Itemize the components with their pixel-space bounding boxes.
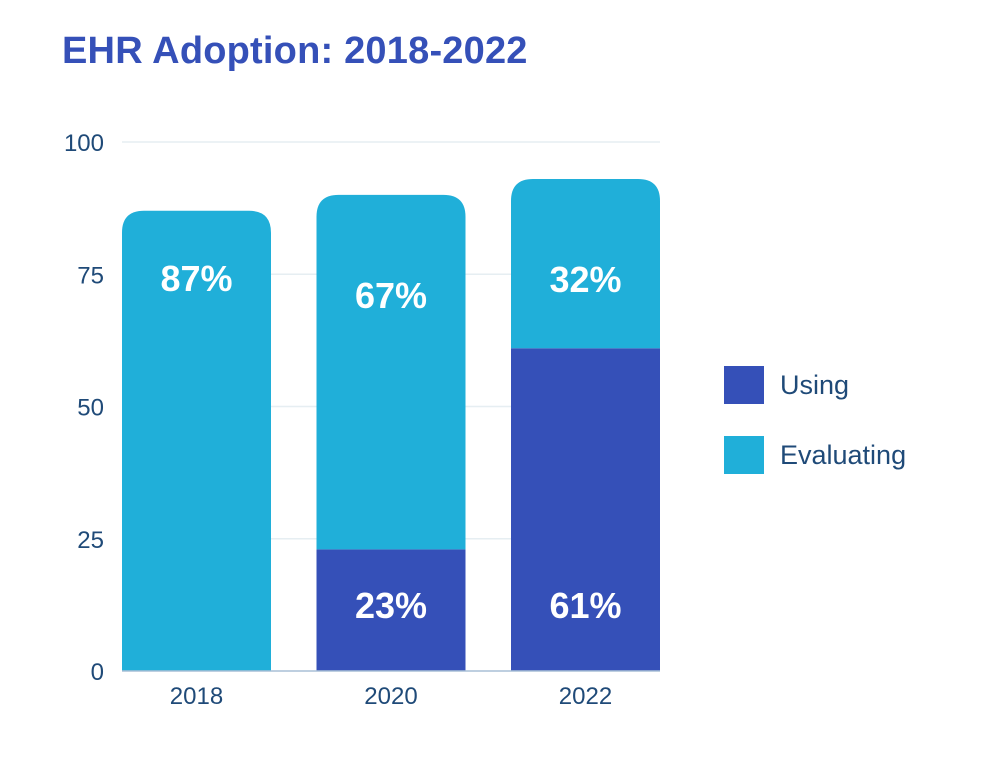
legend: Using Evaluating	[724, 366, 906, 506]
y-tick-label: 25	[77, 527, 104, 554]
legend-swatch-evaluating	[724, 436, 764, 474]
y-axis-ticks: 0 25 50 75 100	[64, 130, 104, 686]
y-tick-label: 50	[77, 395, 104, 422]
bar-evaluating-2020	[316, 194, 466, 550]
legend-item-evaluating: Evaluating	[724, 436, 906, 474]
chart-title: EHR Adoption: 2018-2022	[62, 30, 528, 72]
legend-swatch-using	[724, 366, 764, 404]
bar-using-2020	[316, 549, 466, 671]
value-labels: 87% 23% 67% 61% 32%	[160, 258, 621, 626]
x-tick-label: 2022	[559, 683, 612, 710]
y-tick-label: 100	[64, 130, 104, 157]
value-label: 87%	[160, 258, 232, 299]
bars	[122, 179, 660, 671]
legend-item-using: Using	[724, 366, 906, 404]
x-tick-label: 2020	[364, 683, 417, 710]
y-tick-label: 75	[77, 262, 104, 289]
x-axis-ticks: 2018 2020 2022	[122, 670, 660, 710]
x-tick-label: 2018	[170, 683, 223, 710]
bar-using-2022	[511, 348, 660, 671]
value-label: 61%	[549, 585, 621, 626]
bar-evaluating-2018	[122, 210, 271, 671]
value-label: 23%	[355, 585, 427, 626]
value-label: 67%	[355, 275, 427, 316]
y-tick-label: 0	[91, 659, 104, 686]
legend-label-evaluating: Evaluating	[780, 439, 907, 470]
legend-label-using: Using	[780, 369, 850, 400]
value-label: 32%	[549, 259, 621, 300]
bar-evaluating-2022	[511, 179, 660, 349]
